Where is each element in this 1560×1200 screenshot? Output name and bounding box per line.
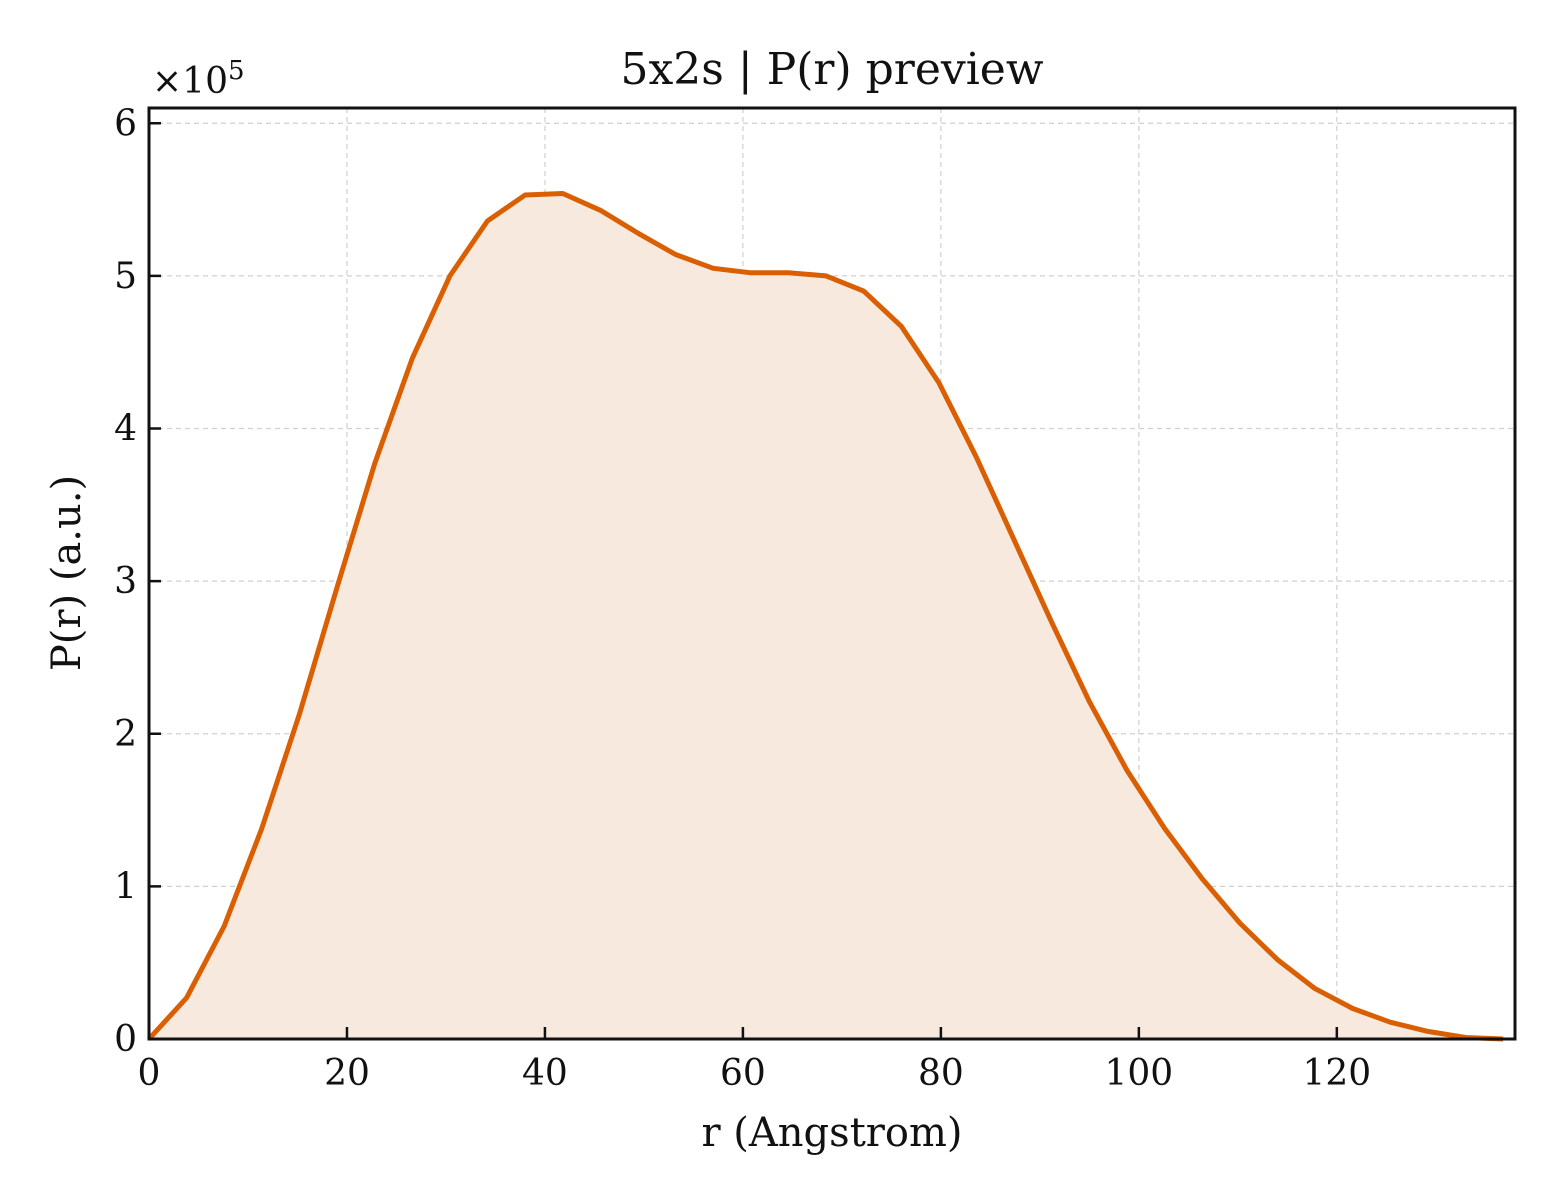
series-line xyxy=(147,191,1504,1042)
axis-ticks: 0 20 40 60 80 100 120 0 1 2 3 4 5 6 xyxy=(114,103,1371,1094)
y-tick-label: 3 xyxy=(114,561,137,602)
x-tick-label: 0 xyxy=(138,1053,161,1094)
y-multiplier: ×105 xyxy=(152,56,245,102)
area-fill xyxy=(149,193,1504,1039)
y-multiplier-base: ×10 xyxy=(152,61,228,102)
y-tick-label: 1 xyxy=(114,866,137,907)
y-multiplier-exponent: 5 xyxy=(228,56,245,86)
plot-frame xyxy=(147,106,1517,1041)
x-tick-label: 80 xyxy=(918,1053,964,1094)
y-tick-label: 4 xyxy=(114,409,137,450)
x-tick-label: 20 xyxy=(324,1053,370,1094)
y-tick-label: 5 xyxy=(114,256,137,297)
y-tick-label: 0 xyxy=(114,1019,137,1060)
y-tick-label: 6 xyxy=(114,103,137,144)
x-axis-label: r (Angstrom) xyxy=(701,1110,962,1156)
x-tick-label: 40 xyxy=(522,1053,568,1094)
x-tick-label: 100 xyxy=(1104,1053,1173,1094)
x-tick-label: 120 xyxy=(1302,1053,1371,1094)
y-axis-label: P(r) (a.u.) xyxy=(44,475,90,671)
chart-title: 5x2s | P(r) preview xyxy=(620,44,1043,95)
y-tick-label: 2 xyxy=(114,714,137,755)
x-tick-label: 60 xyxy=(720,1053,766,1094)
